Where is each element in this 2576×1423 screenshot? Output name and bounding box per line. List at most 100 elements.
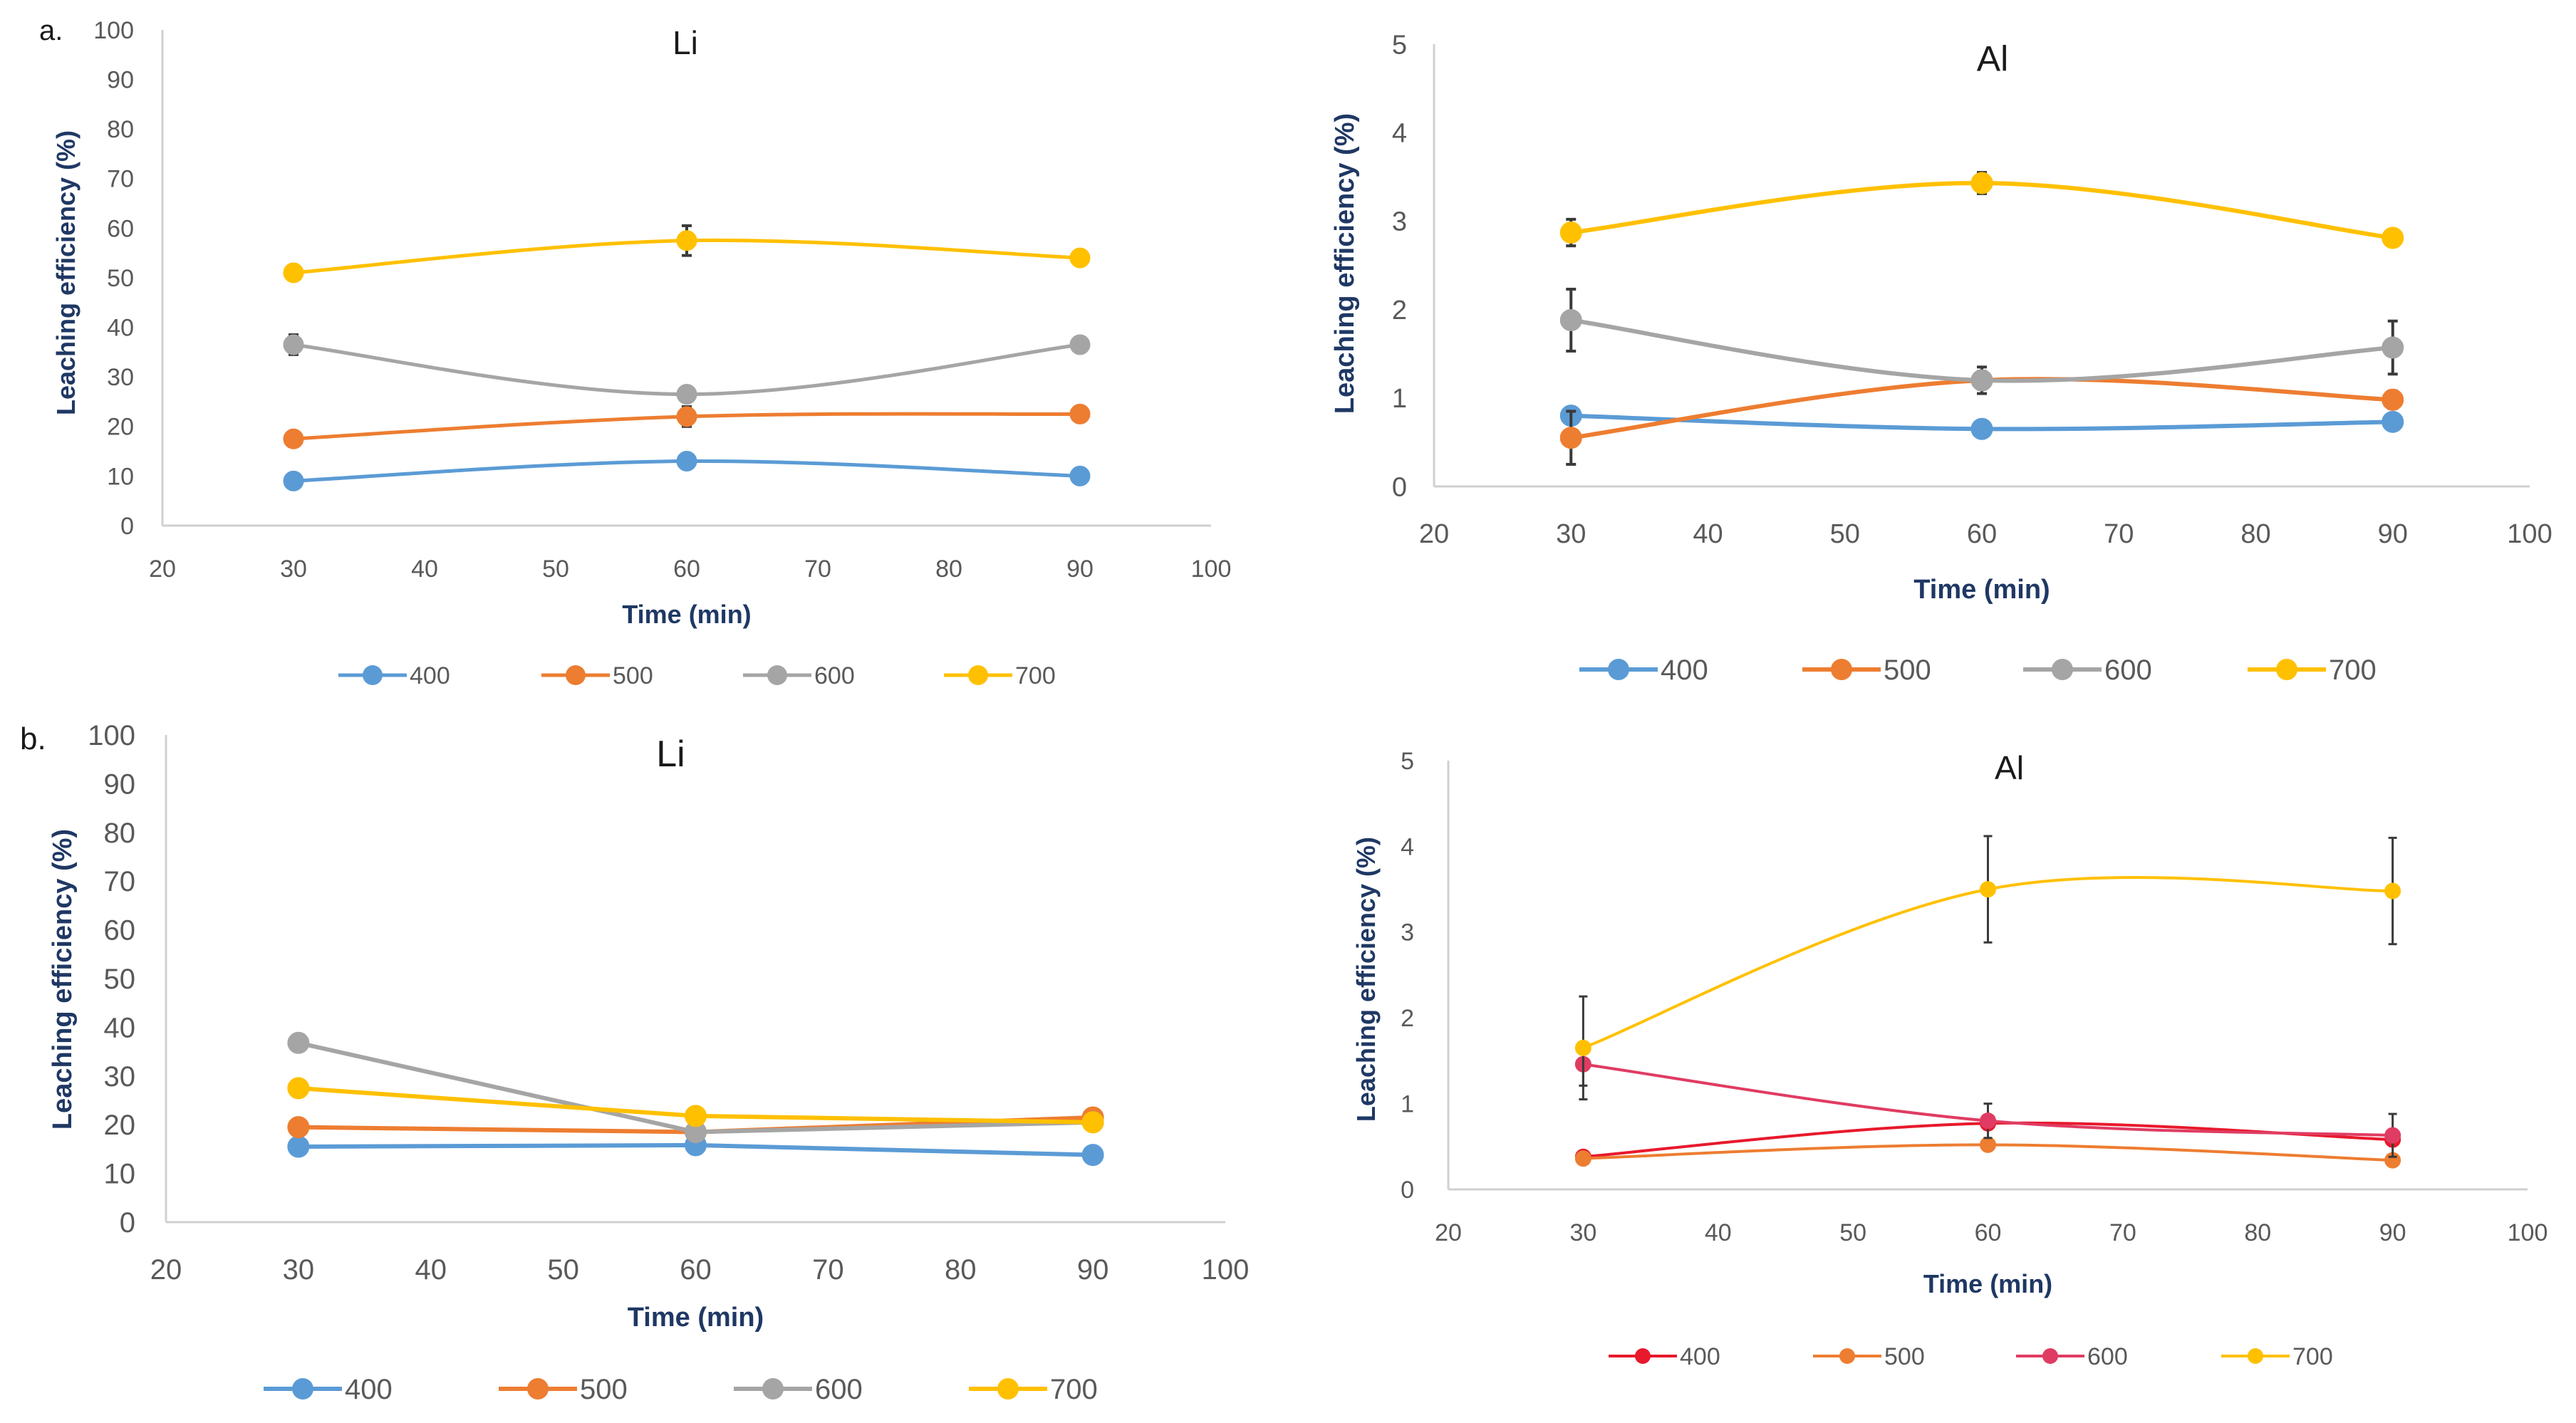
data-point-700	[1970, 172, 1993, 194]
chart-title: Li	[656, 734, 685, 775]
y-tick-label: 40	[107, 315, 134, 342]
x-tick-label: 60	[673, 556, 700, 583]
legend-marker	[2248, 1348, 2263, 1364]
legend-entry-600: 600	[743, 662, 855, 689]
legend-entry-600: 600	[2023, 655, 2152, 686]
y-tick-label: 5	[1392, 30, 1407, 60]
legend-entry-600: 600	[2016, 1343, 2128, 1370]
data-point-400	[1081, 1144, 1104, 1167]
legend-entry-500: 500	[1813, 1343, 1925, 1370]
legend-marker	[2042, 1348, 2058, 1364]
data-point-600	[283, 334, 304, 355]
legend-label: 400	[1680, 1343, 1720, 1370]
legend-label: 500	[1884, 655, 1931, 686]
data-point-500	[287, 1116, 310, 1139]
data-point-700	[1980, 881, 1996, 898]
data-point-600	[2382, 336, 2404, 359]
legend-marker	[292, 1378, 313, 1399]
data-point-700	[2384, 882, 2401, 900]
data-point-600	[1980, 1112, 1996, 1130]
y-tick-label: 80	[104, 818, 136, 849]
x-tick-label: 50	[1839, 1219, 1866, 1246]
legend-label: 500	[580, 1374, 628, 1405]
x-tick-label: 40	[415, 1254, 447, 1286]
y-axis-title: Leaching efficiency (%)	[1351, 837, 1381, 1122]
data-point-400	[1069, 465, 1091, 486]
x-tick-label: 50	[1830, 519, 1860, 549]
y-tick-label: 60	[104, 915, 136, 947]
legend-marker	[527, 1378, 549, 1399]
legend-entry-600: 600	[734, 1374, 863, 1405]
y-tick-label: 0	[1392, 472, 1407, 502]
x-tick-label: 90	[2379, 1219, 2406, 1246]
data-point-700	[1069, 247, 1091, 269]
y-tick-label: 80	[107, 116, 134, 143]
x-tick-label: 100	[2507, 519, 2552, 549]
legend-label: 400	[410, 662, 450, 689]
chart-title: Al	[1995, 749, 2024, 786]
legend-label: 600	[2104, 655, 2152, 686]
y-tick-label: 50	[107, 265, 134, 292]
data-point-400	[1970, 417, 1993, 440]
legend-marker	[762, 1378, 784, 1399]
chart-a-li: 0 10 20 30 40 50 60 70 80 90 100 20 30 40 50 60 70 80 90 10…	[51, 17, 1231, 689]
legend-marker	[1608, 659, 1629, 680]
legend-marker	[2052, 659, 2073, 680]
x-tick-label: 20	[1419, 519, 1449, 549]
legend-label: 600	[815, 1374, 863, 1405]
legend-marker	[566, 665, 586, 685]
data-point-500	[1559, 427, 1582, 449]
legend-entry-700: 700	[969, 1374, 1098, 1405]
x-tick-label: 100	[1191, 556, 1232, 583]
y-axis-title: Leaching efficiency (%)	[1330, 113, 1360, 414]
y-tick-label: 4	[1392, 119, 1407, 149]
x-tick-label: 100	[1202, 1254, 1250, 1286]
y-tick-label: 90	[104, 768, 136, 800]
x-tick-label: 30	[1569, 1219, 1596, 1246]
x-tick-label: 40	[1705, 1219, 1732, 1246]
x-tick-label: 50	[542, 556, 569, 583]
legend-label: 700	[2329, 655, 2377, 686]
y-tick-label: 2	[1392, 296, 1407, 325]
data-point-700	[283, 262, 304, 283]
data-point-500	[2382, 388, 2404, 411]
y-tick-label: 2	[1401, 1005, 1414, 1032]
legend-entry-400: 400	[338, 662, 450, 689]
x-tick-label: 90	[1066, 556, 1094, 583]
legend-marker	[1635, 1348, 1651, 1364]
x-tick-label: 90	[1077, 1254, 1109, 1286]
legend-label: 700	[1050, 1374, 1098, 1405]
y-tick-label: 100	[88, 720, 135, 751]
x-tick-label: 70	[2104, 519, 2134, 549]
x-tick-label: 30	[280, 556, 307, 583]
legend-label: 700	[1015, 662, 1056, 689]
legend-entry-700: 700	[2221, 1343, 2333, 1370]
data-point-700	[1081, 1111, 1104, 1134]
y-tick-label: 1	[1392, 384, 1407, 414]
data-point-600	[676, 384, 697, 405]
x-tick-label: 30	[1556, 519, 1586, 549]
y-tick-label: 4	[1401, 833, 1414, 860]
x-tick-label: 80	[2244, 1219, 2271, 1246]
y-tick-label: 100	[93, 17, 134, 44]
chart-b-al: 0 1 2 3 4 5 20 30 40 50 60 70 80 90 100 Al Time (min) Lea…	[1351, 748, 2548, 1370]
legend-label: 600	[814, 662, 855, 689]
y-tick-label: 30	[107, 364, 134, 391]
legend-label: 600	[2087, 1343, 2128, 1370]
data-point-500	[676, 406, 697, 427]
legend-marker	[363, 665, 383, 685]
data-point-700	[287, 1077, 310, 1100]
data-point-700	[1559, 221, 1582, 244]
x-tick-label: 40	[1693, 519, 1723, 549]
y-tick-label: 10	[107, 463, 134, 490]
legend-label: 700	[2292, 1343, 2333, 1370]
x-tick-label: 20	[1435, 1219, 1462, 1246]
x-axis-title: Time (min)	[1913, 575, 2050, 605]
legend-marker	[1831, 659, 1852, 680]
y-tick-label: 60	[107, 215, 134, 242]
y-tick-label: 20	[107, 414, 134, 441]
data-point-500	[1069, 403, 1091, 424]
legend-entry-500: 500	[541, 662, 653, 689]
y-tick-label: 70	[107, 166, 134, 193]
